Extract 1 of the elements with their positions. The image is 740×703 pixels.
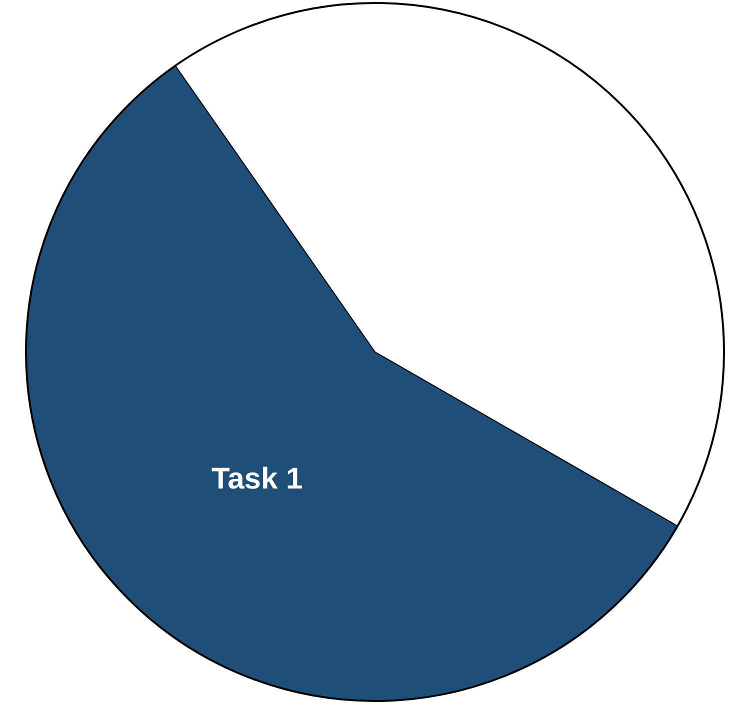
slice-label: Task 1 [212, 462, 303, 496]
